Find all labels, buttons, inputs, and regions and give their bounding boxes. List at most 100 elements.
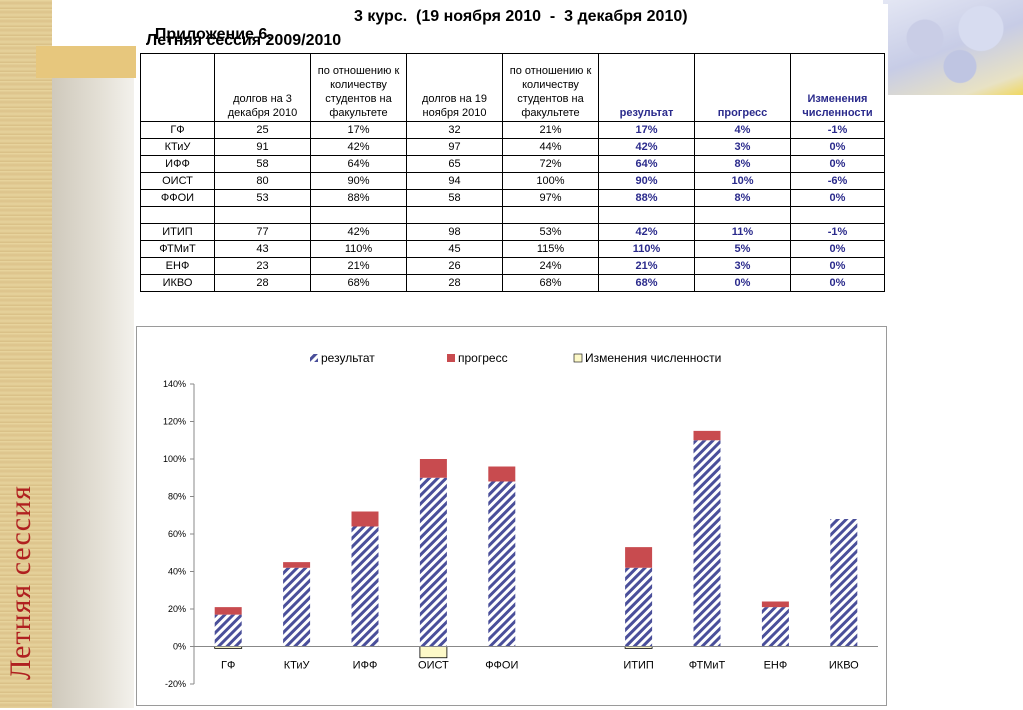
table-row: ГФ 25 17% 32 21% 17% 4% -1% — [140, 121, 885, 139]
table-cell: 97% — [502, 189, 599, 207]
x-tick-label: ИТИП — [623, 660, 654, 672]
bar-result-segment — [419, 477, 447, 647]
faculty-cell: КТиУ — [140, 138, 215, 156]
faculty-cell: ФФОИ — [140, 189, 215, 207]
column-header: долгов на 19 ноября 2010 — [406, 53, 503, 122]
table-cell — [694, 206, 791, 224]
table-cell — [790, 206, 885, 224]
bar-result-segment — [214, 614, 242, 647]
decorative-left-strip — [0, 0, 52, 708]
table-cell: 0% — [790, 189, 885, 207]
y-tick-label: 60% — [168, 529, 186, 539]
table-cell: 26 — [406, 257, 503, 275]
table-cell: 64% — [310, 155, 407, 173]
table-cell — [406, 206, 503, 224]
table-header-row: долгов на 3 декабря 2010 по отношению к к… — [140, 53, 885, 122]
table-cell: 5% — [694, 240, 791, 258]
table-cell: 53% — [502, 223, 599, 241]
chart-bars — [214, 430, 858, 659]
faculty-cell: ГФ — [140, 121, 215, 139]
x-tick-label: ФТМиТ — [689, 660, 726, 672]
bar-result-segment — [488, 481, 516, 647]
table-row: ИТИП 77 42% 98 53% 42% 11% -1% — [140, 223, 885, 241]
table-cell: 0% — [790, 240, 885, 258]
table-cell: 64% — [598, 155, 695, 173]
table-row — [140, 206, 885, 224]
table-cell: 68% — [598, 274, 695, 292]
table-cell: 0% — [694, 274, 791, 292]
table-cell: 17% — [310, 121, 407, 139]
column-header: прогресс — [694, 53, 791, 122]
bar-result-segment — [830, 519, 858, 647]
table-cell: 25 — [214, 121, 311, 139]
bar-progress-segment — [419, 459, 447, 478]
stacked-bar-chart: результат прогресс Изменения численности -… — [163, 351, 878, 689]
table-cell — [502, 206, 599, 224]
table-cell: 28 — [214, 274, 311, 292]
table-cell: 11% — [694, 223, 791, 241]
table-cell: 3% — [694, 138, 791, 156]
table-cell: 88% — [598, 189, 695, 207]
y-tick-label: 100% — [163, 454, 186, 464]
table-cell: 32 — [406, 121, 503, 139]
table-row: ФТМиТ 43 110% 45 115% 110% 5% 0% — [140, 240, 885, 258]
table-cell: 42% — [598, 138, 695, 156]
column-header: Изменения численности — [790, 53, 885, 122]
table-cell: 88% — [310, 189, 407, 207]
x-tick-label: ЕНФ — [764, 660, 788, 672]
x-tick-label: ОИСТ — [418, 660, 449, 672]
legend-swatch — [573, 353, 583, 363]
table-cell — [598, 206, 695, 224]
legend-label: результат — [321, 351, 375, 365]
table-cell: 8% — [694, 189, 791, 207]
bar-result-segment — [351, 526, 379, 647]
table-cell: 21% — [598, 257, 695, 275]
x-axis: ГФ КТиУ ИФФ ОИСТ ФФОИ ИТИП ФТМиТ ЕНФ ИКВО — [194, 646, 878, 672]
y-axis: -20% 0% 20% 40% 60% 80% 100% 120% 140% — [163, 379, 195, 689]
chart-area: результат прогресс Изменения численности -… — [136, 326, 887, 706]
table-cell: 91 — [214, 138, 311, 156]
x-tick-label: ФФОИ — [485, 660, 518, 672]
table-cell: 100% — [502, 172, 599, 190]
column-header: результат — [598, 53, 695, 122]
legend-label: прогресс — [458, 351, 508, 365]
bar-progress-segment — [283, 562, 311, 568]
debts-table: долгов на 3 декабря 2010 по отношению к к… — [140, 53, 885, 292]
table-cell: 0% — [790, 155, 885, 173]
table-cell: 3% — [694, 257, 791, 275]
x-tick-label: ГФ — [221, 660, 235, 672]
table-cell: 65 — [406, 155, 503, 173]
faculty-cell: ФТМиТ — [140, 240, 215, 258]
table-cell: 42% — [310, 138, 407, 156]
table-cell: 58 — [406, 189, 503, 207]
legend-swatch — [310, 354, 318, 362]
y-tick-label: 120% — [163, 417, 186, 427]
column-header: по отношению к количеству студентов на ф… — [502, 53, 599, 122]
table-cell: 0% — [790, 274, 885, 292]
table-cell: 97 — [406, 138, 503, 156]
table-cell: 0% — [790, 138, 885, 156]
table-cell: 42% — [598, 223, 695, 241]
column-header: долгов на 3 декабря 2010 — [214, 53, 311, 122]
table-cell: 24% — [502, 257, 599, 275]
table-cell — [214, 206, 311, 224]
x-tick-label: ИФФ — [353, 660, 378, 672]
bar-progress-segment — [693, 430, 721, 441]
decorative-gold-bar — [36, 46, 136, 78]
table-cell: 42% — [310, 223, 407, 241]
bar-progress-segment — [351, 511, 379, 527]
y-tick-label: 20% — [168, 604, 186, 614]
appendix-label: Приложение 6. — [154, 26, 272, 43]
table-cell: 110% — [598, 240, 695, 258]
table-cell: 90% — [310, 172, 407, 190]
bar-progress-segment — [761, 601, 789, 608]
table-cell: 98 — [406, 223, 503, 241]
table-cell: 17% — [598, 121, 695, 139]
table-cell: 10% — [694, 172, 791, 190]
table-row: ФФОИ 53 88% 58 97% 88% 8% 0% — [140, 189, 885, 207]
table-cell: 21% — [310, 257, 407, 275]
decorative-shadow — [52, 78, 134, 708]
table-cell: 28 — [406, 274, 503, 292]
table-cell: 4% — [694, 121, 791, 139]
bar-result-segment — [283, 567, 311, 647]
